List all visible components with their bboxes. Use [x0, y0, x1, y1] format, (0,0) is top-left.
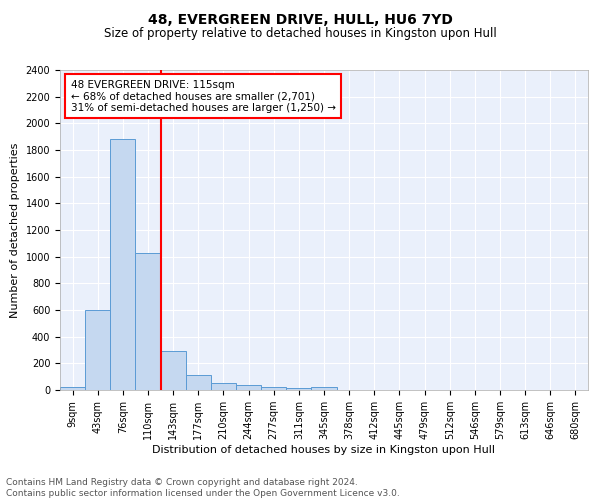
Bar	[161, 352, 186, 390]
Text: 48 EVERGREEN DRIVE: 115sqm
← 68% of detached houses are smaller (2,701)
31% of s: 48 EVERGREEN DRIVE: 115sqm ← 68% of deta…	[71, 80, 335, 113]
Bar	[261, 388, 286, 390]
Bar	[60, 388, 85, 390]
Bar	[85, 310, 110, 390]
Bar	[186, 376, 211, 390]
Text: 48, EVERGREEN DRIVE, HULL, HU6 7YD: 48, EVERGREEN DRIVE, HULL, HU6 7YD	[148, 12, 452, 26]
Bar	[211, 384, 236, 390]
Y-axis label: Number of detached properties: Number of detached properties	[10, 142, 20, 318]
Bar	[110, 140, 136, 390]
Text: Size of property relative to detached houses in Kingston upon Hull: Size of property relative to detached ho…	[104, 28, 496, 40]
Bar	[286, 388, 311, 390]
X-axis label: Distribution of detached houses by size in Kingston upon Hull: Distribution of detached houses by size …	[152, 445, 496, 455]
Bar	[311, 388, 337, 390]
Bar	[236, 386, 261, 390]
Text: Contains HM Land Registry data © Crown copyright and database right 2024.
Contai: Contains HM Land Registry data © Crown c…	[6, 478, 400, 498]
Bar	[136, 252, 161, 390]
